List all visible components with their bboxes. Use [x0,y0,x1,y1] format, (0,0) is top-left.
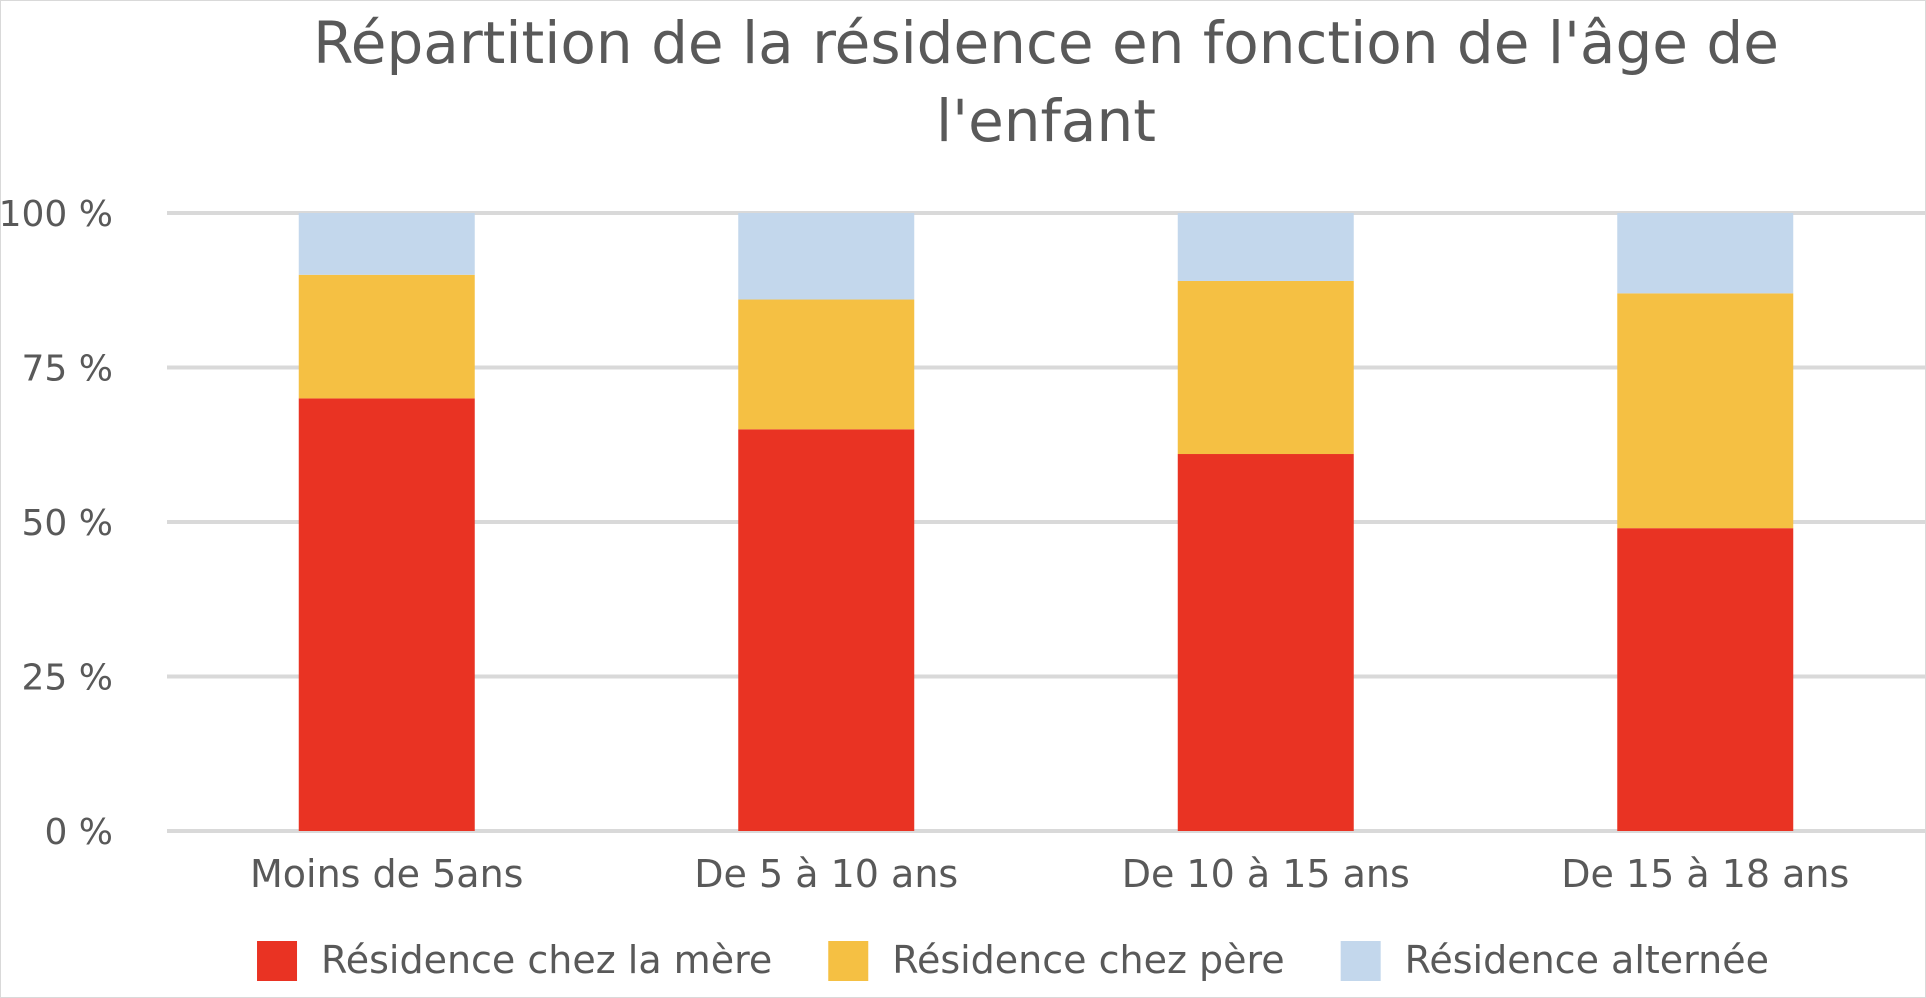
x-tick-label: De 15 à 18 ans [1561,852,1849,896]
bar-segment [298,274,475,399]
bar-segment [1177,280,1354,455]
y-tick-label: 75 % [22,349,113,390]
legend-label: Résidence chez père [892,938,1284,982]
x-tick-label: De 5 à 10 ans [694,852,958,896]
y-tick-label: 100 % [1,194,113,235]
legend-label: Résidence chez la mère [321,938,772,982]
chart-title-line-2: l'enfant [936,87,1156,155]
bar-segment [1177,454,1354,831]
bar-segment [1617,213,1794,294]
x-tick-label: Moins de 5ans [250,852,523,896]
legend-item: Résidence chez la mère [257,938,772,982]
legend-swatch [828,941,869,981]
x-axis-labels: Moins de 5ans De 5 à 10 ans De 10 à 15 ans… [250,852,1849,896]
bar-segment [1177,213,1354,281]
legend-label: Résidence alternée [1405,938,1769,982]
y-axis-ticks: 0 % 25 % 50 % 75 % 100 % [1,194,113,853]
legend-item: Résidence chez père [828,938,1285,982]
bar-segment [738,429,915,831]
legend-swatch [1340,941,1381,981]
legend-item: Résidence alternée [1340,938,1769,982]
bar-segment [738,299,915,430]
bar-segment [298,398,475,831]
bar-segment [738,213,915,300]
bars [298,213,1794,831]
bar-segment [1617,293,1794,529]
y-tick-label: 25 % [22,658,113,699]
legend-swatch [257,941,298,981]
chart-title: Répartition de la résidence en fonction … [313,9,1779,155]
chart-title-line-1: Répartition de la résidence en fonction … [313,9,1779,77]
legend: Résidence chez la mère Résidence chez pèr… [257,938,1769,982]
bar-segment [1617,528,1794,831]
y-tick-label: 0 % [44,812,113,853]
bar-segment [298,213,475,275]
y-tick-label: 50 % [22,503,113,544]
x-tick-label: De 10 à 15 ans [1122,852,1410,896]
